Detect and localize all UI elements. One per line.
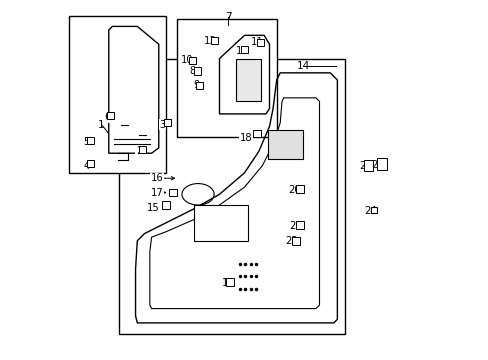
Text: 17: 17 — [150, 188, 163, 198]
Text: 1: 1 — [98, 120, 105, 130]
FancyBboxPatch shape — [267, 130, 303, 158]
Text: 18: 18 — [240, 133, 252, 143]
FancyBboxPatch shape — [119, 59, 344, 334]
Text: 25: 25 — [370, 160, 383, 170]
FancyBboxPatch shape — [176, 19, 276, 137]
FancyBboxPatch shape — [196, 82, 203, 89]
FancyBboxPatch shape — [162, 201, 169, 209]
FancyBboxPatch shape — [69, 16, 165, 173]
Text: 23: 23 — [358, 161, 371, 171]
Text: 3: 3 — [159, 120, 165, 130]
FancyBboxPatch shape — [86, 137, 94, 144]
FancyBboxPatch shape — [257, 39, 264, 46]
FancyBboxPatch shape — [210, 37, 217, 44]
Text: 21: 21 — [288, 221, 301, 231]
Text: 14: 14 — [296, 61, 309, 71]
FancyBboxPatch shape — [253, 130, 261, 138]
FancyBboxPatch shape — [139, 146, 146, 153]
Text: 20: 20 — [287, 185, 300, 195]
Text: 22: 22 — [285, 237, 297, 247]
FancyBboxPatch shape — [377, 158, 386, 170]
Text: 15: 15 — [147, 203, 160, 213]
Text: 11: 11 — [250, 37, 263, 48]
Text: 8: 8 — [189, 66, 195, 76]
Text: 19: 19 — [222, 278, 234, 288]
FancyBboxPatch shape — [189, 57, 196, 64]
FancyBboxPatch shape — [169, 189, 177, 197]
FancyBboxPatch shape — [107, 112, 114, 119]
Text: 5: 5 — [83, 138, 90, 148]
Text: 24: 24 — [363, 206, 376, 216]
FancyBboxPatch shape — [292, 237, 300, 245]
Text: 13: 13 — [204, 36, 217, 46]
FancyBboxPatch shape — [164, 119, 171, 126]
Text: 12: 12 — [236, 46, 248, 56]
FancyBboxPatch shape — [193, 67, 201, 75]
FancyBboxPatch shape — [226, 278, 234, 286]
FancyBboxPatch shape — [295, 185, 303, 193]
FancyBboxPatch shape — [86, 160, 94, 167]
Text: 4: 4 — [83, 161, 90, 171]
FancyBboxPatch shape — [194, 205, 247, 241]
Text: 7: 7 — [224, 13, 231, 22]
FancyBboxPatch shape — [295, 221, 303, 229]
Text: 2: 2 — [136, 147, 142, 157]
Text: 9: 9 — [193, 80, 199, 90]
FancyBboxPatch shape — [241, 46, 247, 53]
FancyBboxPatch shape — [364, 160, 373, 171]
Text: 16: 16 — [150, 173, 163, 183]
Text: 10: 10 — [181, 55, 193, 65]
FancyBboxPatch shape — [235, 59, 260, 102]
Text: 6: 6 — [103, 112, 110, 122]
